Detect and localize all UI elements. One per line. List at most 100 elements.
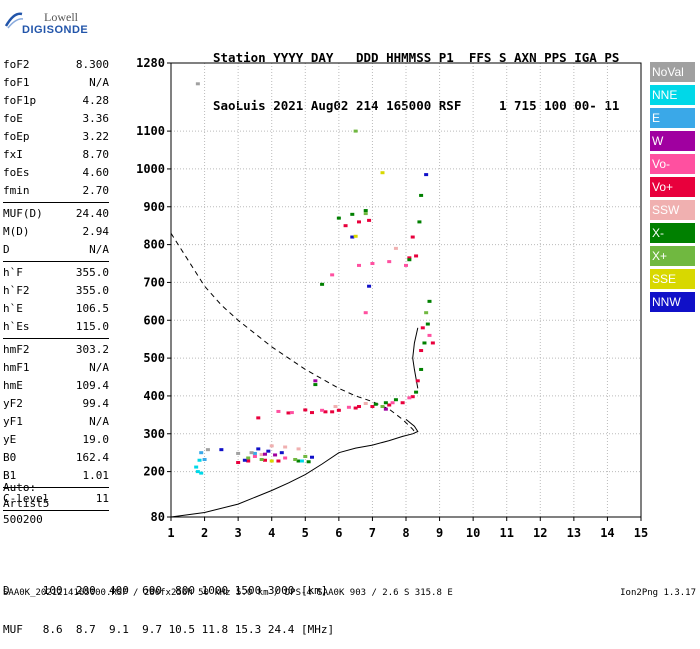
y-tick-label: 900 <box>143 200 165 214</box>
echo-point <box>266 449 271 453</box>
autoscaling-info: Auto: Artist5 500200 <box>3 480 49 528</box>
legend-item-xplus: X+ <box>650 246 695 266</box>
echo-point <box>330 410 335 414</box>
param-row: foF2 8.300 <box>3 56 109 74</box>
echo-point <box>407 396 412 400</box>
echo-point <box>407 258 412 262</box>
echo-point <box>252 451 257 455</box>
param-label: B1 <box>3 469 17 482</box>
echo-point <box>415 379 420 383</box>
echo-point <box>286 411 291 415</box>
param-value: 162.4 <box>75 451 109 464</box>
x-tick-label: 14 <box>600 526 614 540</box>
param-label: yF2 <box>3 397 23 410</box>
param-row: yF2 99.4 <box>3 395 109 413</box>
param-row: hmF2 303.2 <box>3 341 109 359</box>
echo-point <box>420 326 425 330</box>
header-line1: Station YYYY DAY DDD HHMMSS P1 FFS S AXN… <box>213 50 620 65</box>
param-value: 3.36 <box>82 112 110 125</box>
echo-point <box>419 349 424 353</box>
echo-point <box>404 263 408 267</box>
echo-point <box>252 454 257 458</box>
echo-point <box>422 341 427 345</box>
param-label: C-level <box>3 492 50 505</box>
echo-point <box>336 408 341 412</box>
echo-point <box>279 451 284 455</box>
param-row: foEp 3.22 <box>3 128 109 146</box>
echo-point <box>353 129 358 133</box>
echo-point <box>273 453 278 457</box>
echo-point <box>283 445 288 449</box>
echo-point <box>195 470 200 474</box>
echo-point <box>393 246 398 250</box>
param-value: 355.0 <box>75 266 109 279</box>
echo-point <box>205 448 210 452</box>
echo-point <box>289 411 294 415</box>
echo-point <box>419 367 424 371</box>
echo-point <box>246 459 251 463</box>
legend-item-w: W <box>650 131 695 151</box>
x-tick-label: 9 <box>436 526 443 540</box>
legend-item-sse: SSE <box>650 269 695 289</box>
echo-point <box>367 284 372 288</box>
x-tick-label: 6 <box>335 526 342 540</box>
param-row: foEs 4.60 <box>3 164 109 182</box>
y-tick-label: 600 <box>143 313 165 327</box>
footer-info: SAA0K_2021214165000.RSF / 280fx256h 50 k… <box>3 588 453 598</box>
muf-table: D 100 200 400 600 800 1000 1500 3000 [km… <box>3 558 334 649</box>
y-tick-label: 800 <box>143 238 165 252</box>
param-separator <box>3 338 109 339</box>
x-tick-label: 10 <box>466 526 480 540</box>
param-label: M(D) <box>3 225 30 238</box>
param-label: yE <box>3 433 17 446</box>
param-row: foF1 N/A <box>3 74 109 92</box>
echo-point <box>259 453 264 457</box>
param-value: 24.40 <box>75 207 109 220</box>
param-value: 8.300 <box>75 58 109 71</box>
echo-point <box>236 461 241 465</box>
legend-item-voplus: Vo+ <box>650 177 695 197</box>
param-label: B0 <box>3 451 17 464</box>
muf-curve <box>170 233 417 435</box>
param-row: C-level 11 <box>3 490 109 508</box>
param-separator <box>3 510 109 511</box>
param-separator <box>3 487 109 488</box>
echo-point <box>296 447 301 451</box>
version-label: Ion2Png 1.3.17 <box>620 588 696 598</box>
echo-point <box>263 458 267 462</box>
param-value: 3.22 <box>82 130 110 143</box>
auto-label: Auto: <box>3 481 37 494</box>
x-tick-label: 12 <box>533 526 547 540</box>
param-value: 115.0 <box>75 320 109 333</box>
x-tick-label: 7 <box>369 526 376 540</box>
param-label: foF1p <box>3 94 37 107</box>
echo-point <box>353 406 358 410</box>
echo-point <box>242 458 247 462</box>
y-tick-label: 1280 <box>136 56 165 70</box>
profile-trace <box>170 419 419 518</box>
logo-line2: DIGISONDE <box>22 24 89 36</box>
echo-point <box>310 411 314 415</box>
echo-point <box>333 405 338 409</box>
x-tick-label: 15 <box>634 526 648 540</box>
echo-point <box>194 465 199 469</box>
legend: NoVal NNE E W Vo- Vo+ SSW X- X+ SSE NNW <box>650 62 695 315</box>
ionogram-chart: 1 2 3 4 5 6 7 8 9 10 11 12 13 14 158020030040050060070… <box>136 56 648 540</box>
param-row: yF1 N/A <box>3 413 109 431</box>
echo-point <box>414 390 419 394</box>
echo-point <box>373 402 378 406</box>
echo-point <box>197 458 202 462</box>
echo-point <box>310 455 314 459</box>
echo-point <box>336 216 341 220</box>
echo-point <box>383 407 388 411</box>
lowell-digisonde-logo: Lowell DIGISONDE <box>4 8 88 44</box>
param-value: N/A <box>89 361 109 374</box>
logo-swoosh-icon <box>4 12 24 29</box>
echo-point <box>330 273 335 277</box>
param-value: 355.0 <box>75 284 109 297</box>
echo-point <box>313 379 318 383</box>
param-value: 2.94 <box>82 225 110 238</box>
legend-item-noval: NoVal <box>650 62 695 82</box>
param-value: 4.28 <box>82 94 110 107</box>
param-label: foEp <box>3 130 30 143</box>
